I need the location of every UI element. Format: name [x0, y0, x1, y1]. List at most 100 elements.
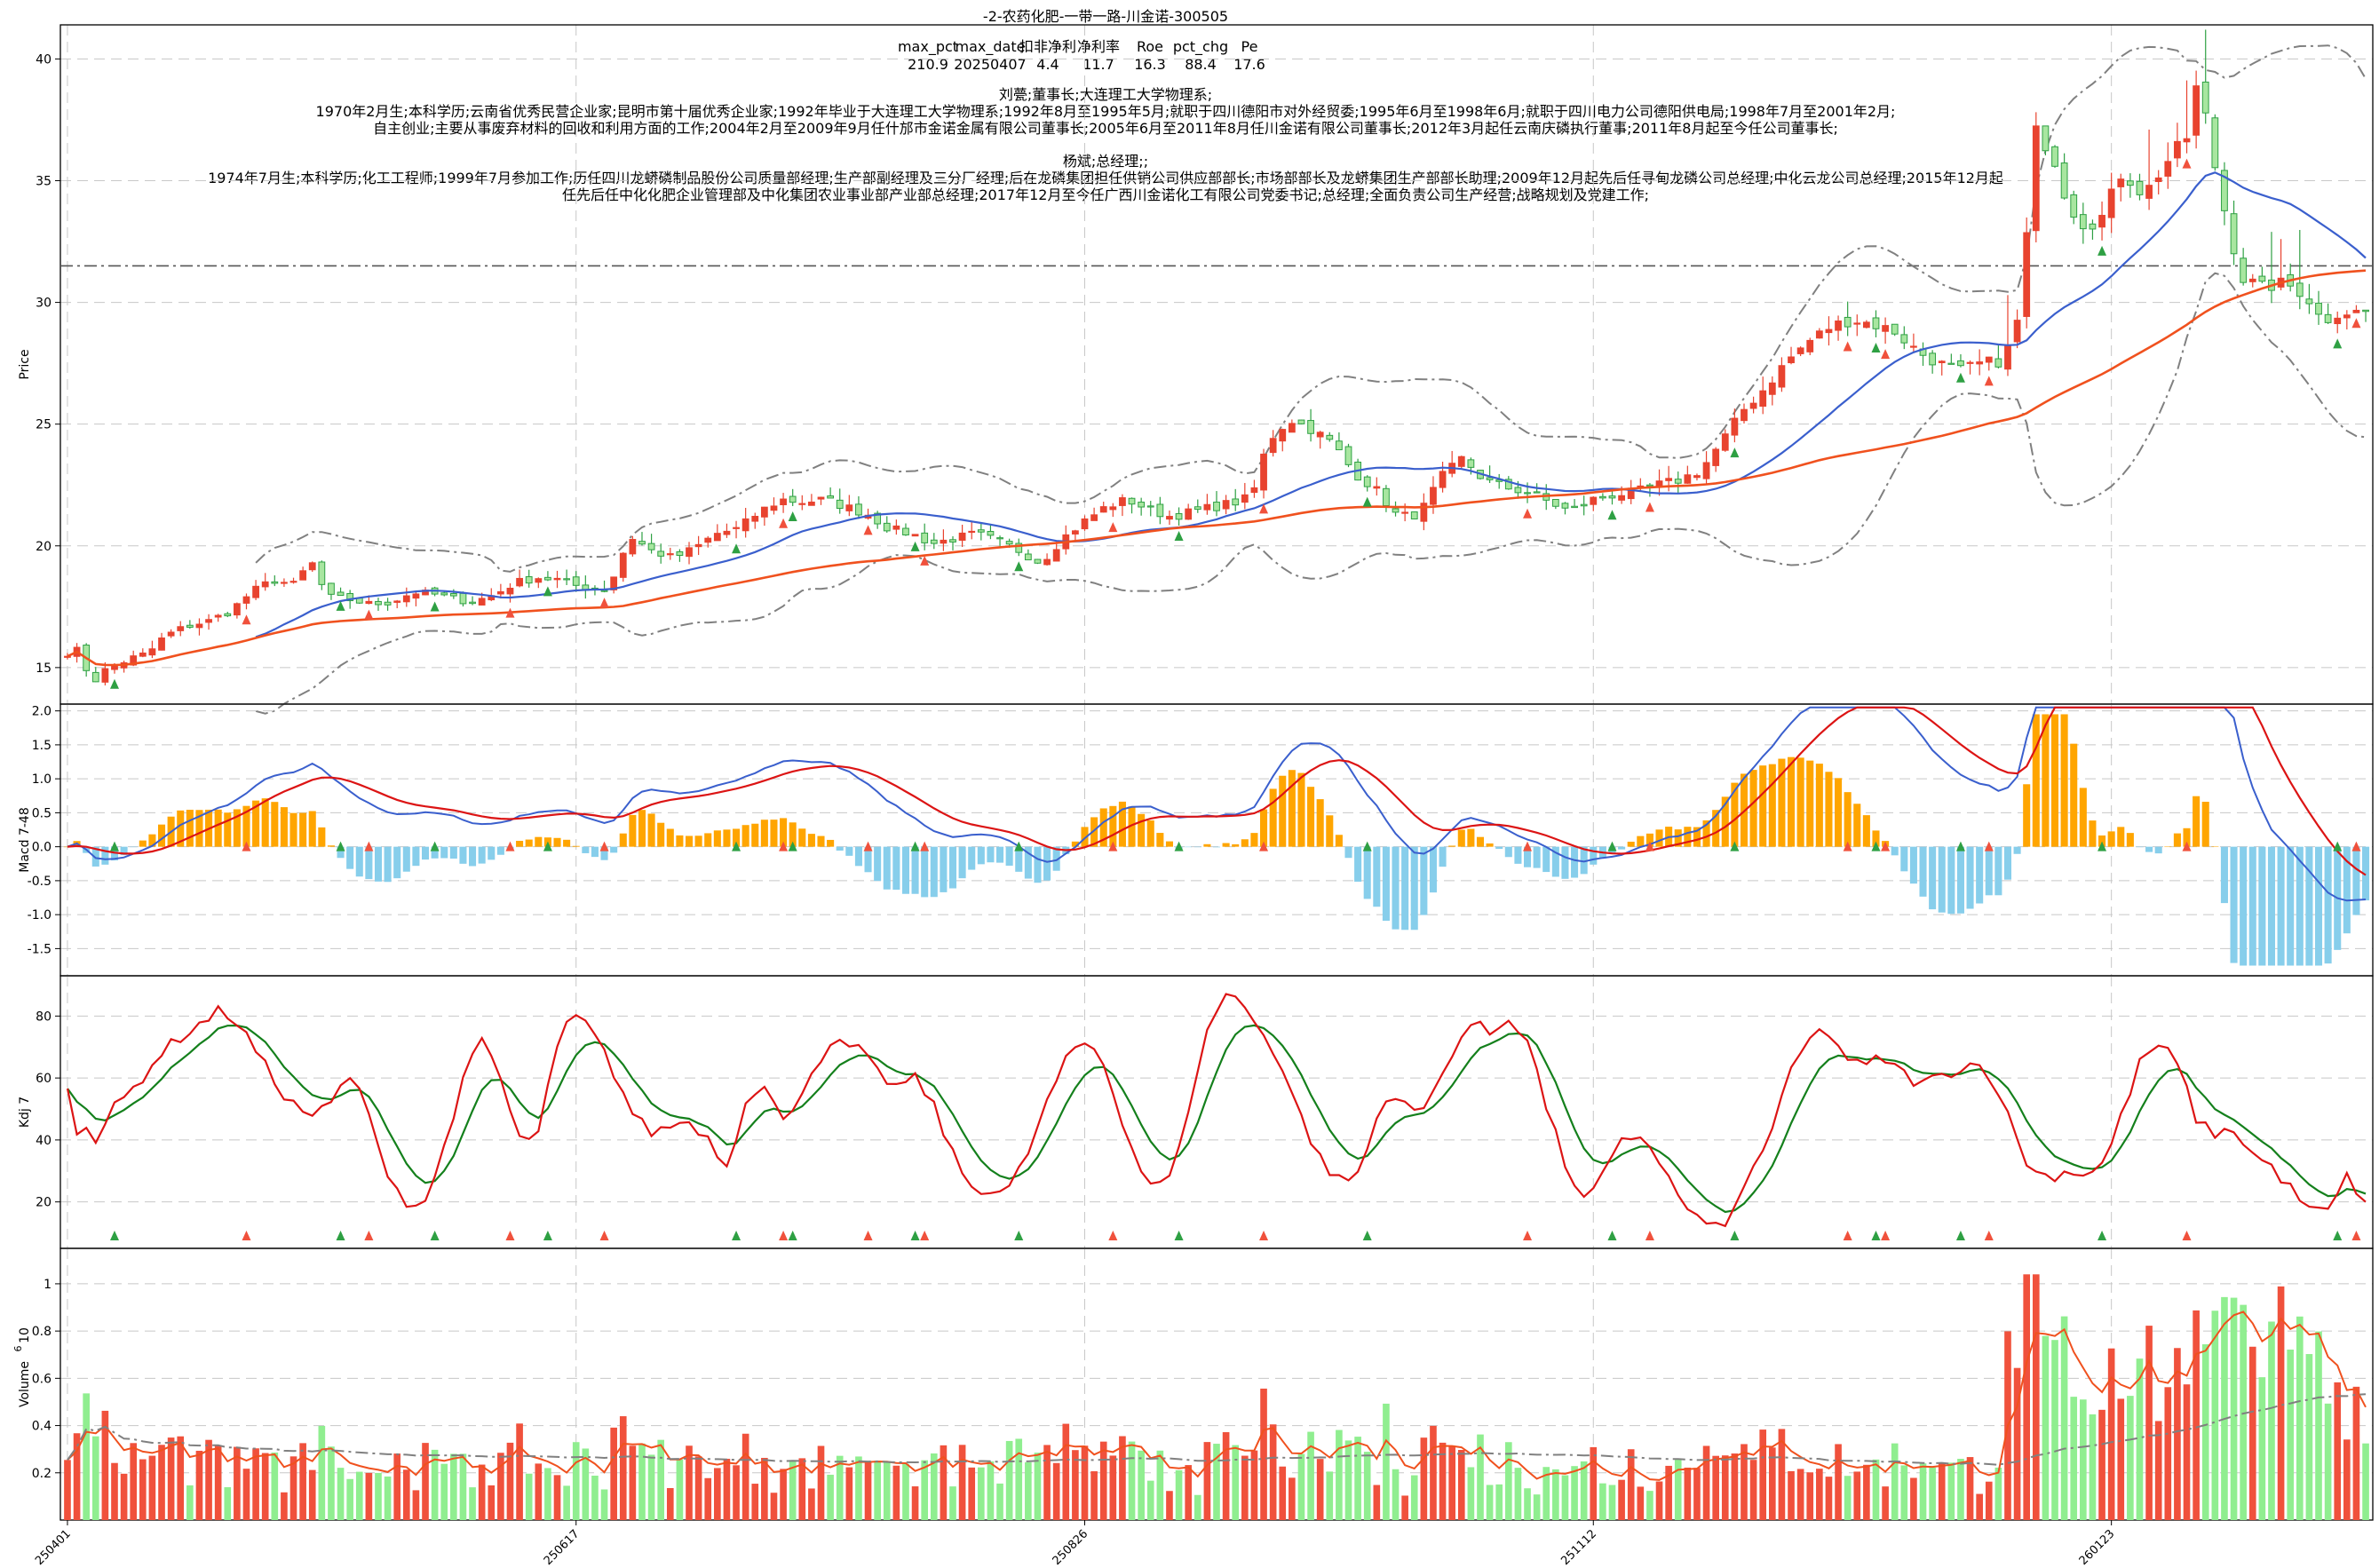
- volume-bar: [1749, 1460, 1757, 1520]
- volume-bar: [1090, 1471, 1098, 1520]
- candle-body: [1410, 511, 1418, 519]
- price-signal-marker: [1871, 342, 1881, 352]
- candle-body: [619, 552, 627, 578]
- volume-bar: [1156, 1450, 1164, 1520]
- candle-body: [2051, 146, 2058, 167]
- macd-histogram-bar: [412, 846, 420, 867]
- y-tick-label: 0.6: [32, 1372, 52, 1386]
- volume-bar: [1655, 1481, 1663, 1520]
- volume-bar: [1994, 1467, 2002, 1520]
- volume-bar: [337, 1468, 345, 1520]
- candle-body: [1872, 317, 1880, 329]
- macd-signal-marker: [364, 841, 374, 851]
- price-signal-marker: [1108, 522, 1118, 533]
- macd-histogram-bar: [1335, 835, 1343, 847]
- price-signal-marker: [1174, 531, 1184, 542]
- macd-histogram-bar: [2145, 846, 2153, 852]
- volume-bar: [714, 1468, 721, 1520]
- macd-histogram-bar: [488, 846, 496, 860]
- volume-bar: [431, 1449, 439, 1520]
- volume-bar: [2164, 1387, 2172, 1520]
- macd-histogram-bar: [798, 828, 806, 847]
- macd-histogram-bar: [1146, 820, 1154, 847]
- candle-body: [506, 587, 514, 595]
- volume-bar: [1193, 1494, 1201, 1520]
- macd-histogram-bar: [233, 809, 241, 847]
- volume-bar: [855, 1456, 862, 1520]
- stat-header: 净利率: [1077, 38, 1120, 55]
- volume-bar: [318, 1425, 326, 1520]
- macd-histogram-bar: [1185, 846, 1193, 848]
- macd-histogram-bar: [2098, 835, 2106, 847]
- macd-histogram-bar: [355, 846, 363, 877]
- volume-bar: [2343, 1439, 2351, 1520]
- volume-bar: [1081, 1445, 1089, 1520]
- volume-bar: [2352, 1386, 2360, 1520]
- macd-histogram-bar: [2107, 831, 2115, 847]
- candle-body: [2183, 138, 2191, 143]
- macd-histogram-bar: [987, 846, 995, 863]
- volume-bar: [610, 1427, 617, 1520]
- candle-body: [158, 637, 165, 651]
- kdj-signal-marker: [364, 1231, 374, 1240]
- bollinger-upper: [255, 44, 2367, 573]
- kdj-signal-marker: [1881, 1231, 1891, 1240]
- candle-body: [496, 590, 504, 595]
- macd-histogram-bar: [1448, 845, 1456, 847]
- macd-histogram-bar: [130, 846, 138, 848]
- volume-bar: [1109, 1455, 1117, 1520]
- macd-histogram-bar: [1212, 846, 1221, 848]
- macd-histogram-bar: [958, 846, 966, 879]
- macd-signal-marker: [1871, 841, 1881, 851]
- x-tick-label: 260123: [2077, 1527, 2118, 1568]
- candle-body: [1024, 553, 1032, 561]
- volume-bar: [384, 1476, 392, 1520]
- macd-histogram-bar: [1909, 846, 1917, 884]
- macd-signal-marker: [242, 841, 251, 851]
- candle-body: [1759, 390, 1767, 408]
- macd-histogram-bar: [1919, 846, 1927, 897]
- candle-body: [2060, 162, 2068, 199]
- candle-body: [2079, 214, 2087, 230]
- price-signal-marker: [1730, 447, 1740, 458]
- volume-bar: [2042, 1335, 2050, 1520]
- volume-bar: [1146, 1480, 1154, 1520]
- volume-bar: [1863, 1464, 1870, 1520]
- macd-histogram-bar: [1138, 813, 1146, 847]
- macd-histogram-bar: [2089, 820, 2097, 847]
- macd-histogram-bar: [421, 846, 430, 860]
- macd-histogram-bar: [968, 846, 976, 870]
- volume-bar: [1336, 1429, 1343, 1520]
- kdj-signal-marker: [920, 1231, 930, 1240]
- macd-histogram-bar: [1373, 846, 1381, 907]
- macd-histogram-bar: [1279, 775, 1287, 847]
- volume-bar: [940, 1445, 948, 1520]
- candle-body: [638, 541, 646, 545]
- kdj-signal-marker: [1607, 1231, 1617, 1240]
- volume-bar: [686, 1445, 693, 1520]
- price-signal-marker: [2333, 338, 2343, 349]
- macd-histogram-bar: [930, 846, 938, 898]
- kdj-panel: 20 40 60 80 Kdj 7: [18, 975, 2374, 1249]
- stat-header: max_date: [956, 38, 1026, 56]
- volume-bar: [1590, 1446, 1598, 1520]
- macd-histogram-bar: [1862, 815, 1870, 847]
- macd-histogram-bar: [1363, 846, 1371, 899]
- volume-bar: [902, 1463, 909, 1520]
- candle-body: [2193, 85, 2201, 136]
- candle-body: [647, 542, 655, 550]
- x-tick-label: 250401: [33, 1527, 74, 1568]
- price-signal-marker: [599, 598, 609, 608]
- candle-body: [1608, 495, 1616, 499]
- candle-body: [1081, 518, 1089, 530]
- volume-bar: [978, 1467, 985, 1520]
- macd-histogram-bar: [1571, 846, 1579, 878]
- macd-histogram-bar: [2126, 833, 2134, 847]
- candle-body: [111, 665, 118, 670]
- kdj-signal-marker: [1523, 1231, 1533, 1240]
- macd-signal-marker: [1984, 841, 1994, 851]
- macd-histogram-bar: [1712, 810, 1720, 847]
- volume-bar: [1005, 1440, 1013, 1520]
- price-signal-marker: [2097, 245, 2107, 256]
- macd-histogram-bar: [1071, 841, 1079, 847]
